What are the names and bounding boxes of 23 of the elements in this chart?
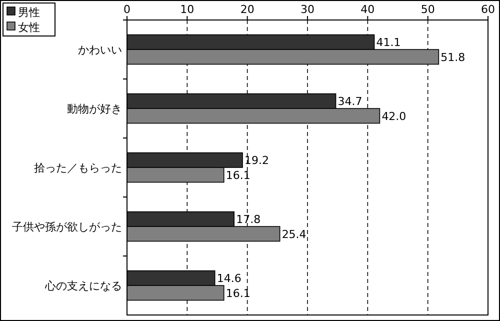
- data-label: 16.1: [226, 168, 250, 182]
- x-tick-label: 0: [124, 3, 130, 16]
- x-tick-label: 30: [300, 3, 314, 16]
- y-tick-label: かわいい: [78, 44, 122, 56]
- y-tick-label: 心の支えになる: [44, 280, 122, 292]
- x-tick-label: 10: [180, 3, 194, 16]
- data-label: 51.8: [440, 50, 466, 64]
- x-tick-label: 60: [481, 3, 495, 16]
- y-tick-label: 動物が好き: [67, 102, 122, 116]
- data-label: 34.7: [338, 95, 362, 108]
- data-label: 25.4: [282, 228, 306, 241]
- y-tick-label: 子供や孫が欲しがった: [12, 220, 122, 234]
- legend-label: 男性: [18, 6, 40, 19]
- data-label: 14.6: [216, 272, 242, 286]
- legend-label: 女性: [18, 21, 40, 34]
- data-label: 19.2: [244, 154, 270, 168]
- y-tick-label: 拾った／もらった: [34, 162, 122, 174]
- x-tick-label: 40: [360, 3, 375, 16]
- x-tick-label: 20: [240, 3, 254, 16]
- data-label: 17.8: [236, 213, 261, 226]
- x-tick-label: 50: [420, 3, 435, 16]
- data-label: 41.1: [376, 36, 401, 50]
- data-label: 42.0: [382, 110, 406, 123]
